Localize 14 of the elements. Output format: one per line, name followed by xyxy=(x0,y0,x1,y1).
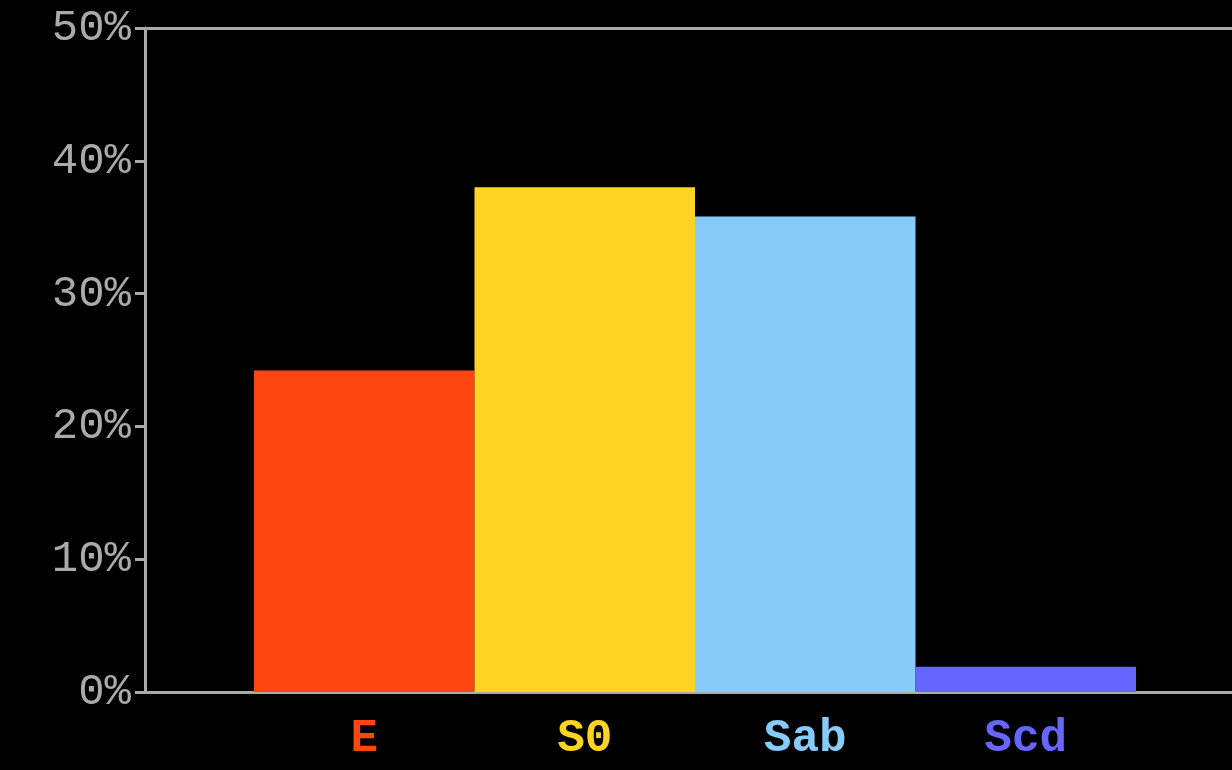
x-tick-label: Sab xyxy=(763,713,847,765)
y-tick-label: 50% xyxy=(51,3,132,53)
x-tick-label: Scd xyxy=(984,713,1068,765)
y-tick-label: 0% xyxy=(78,667,132,717)
bar xyxy=(474,187,695,692)
y-tick-label: 20% xyxy=(51,401,132,452)
x-tick-label: E xyxy=(350,713,379,765)
y-tick-label: 40% xyxy=(51,135,132,186)
bar xyxy=(915,666,1136,692)
bar xyxy=(254,370,475,692)
x-tick-label: S0 xyxy=(557,713,613,765)
bar xyxy=(695,216,916,692)
y-tick-label: 30% xyxy=(51,268,132,319)
y-tick-label: 10% xyxy=(51,534,132,585)
